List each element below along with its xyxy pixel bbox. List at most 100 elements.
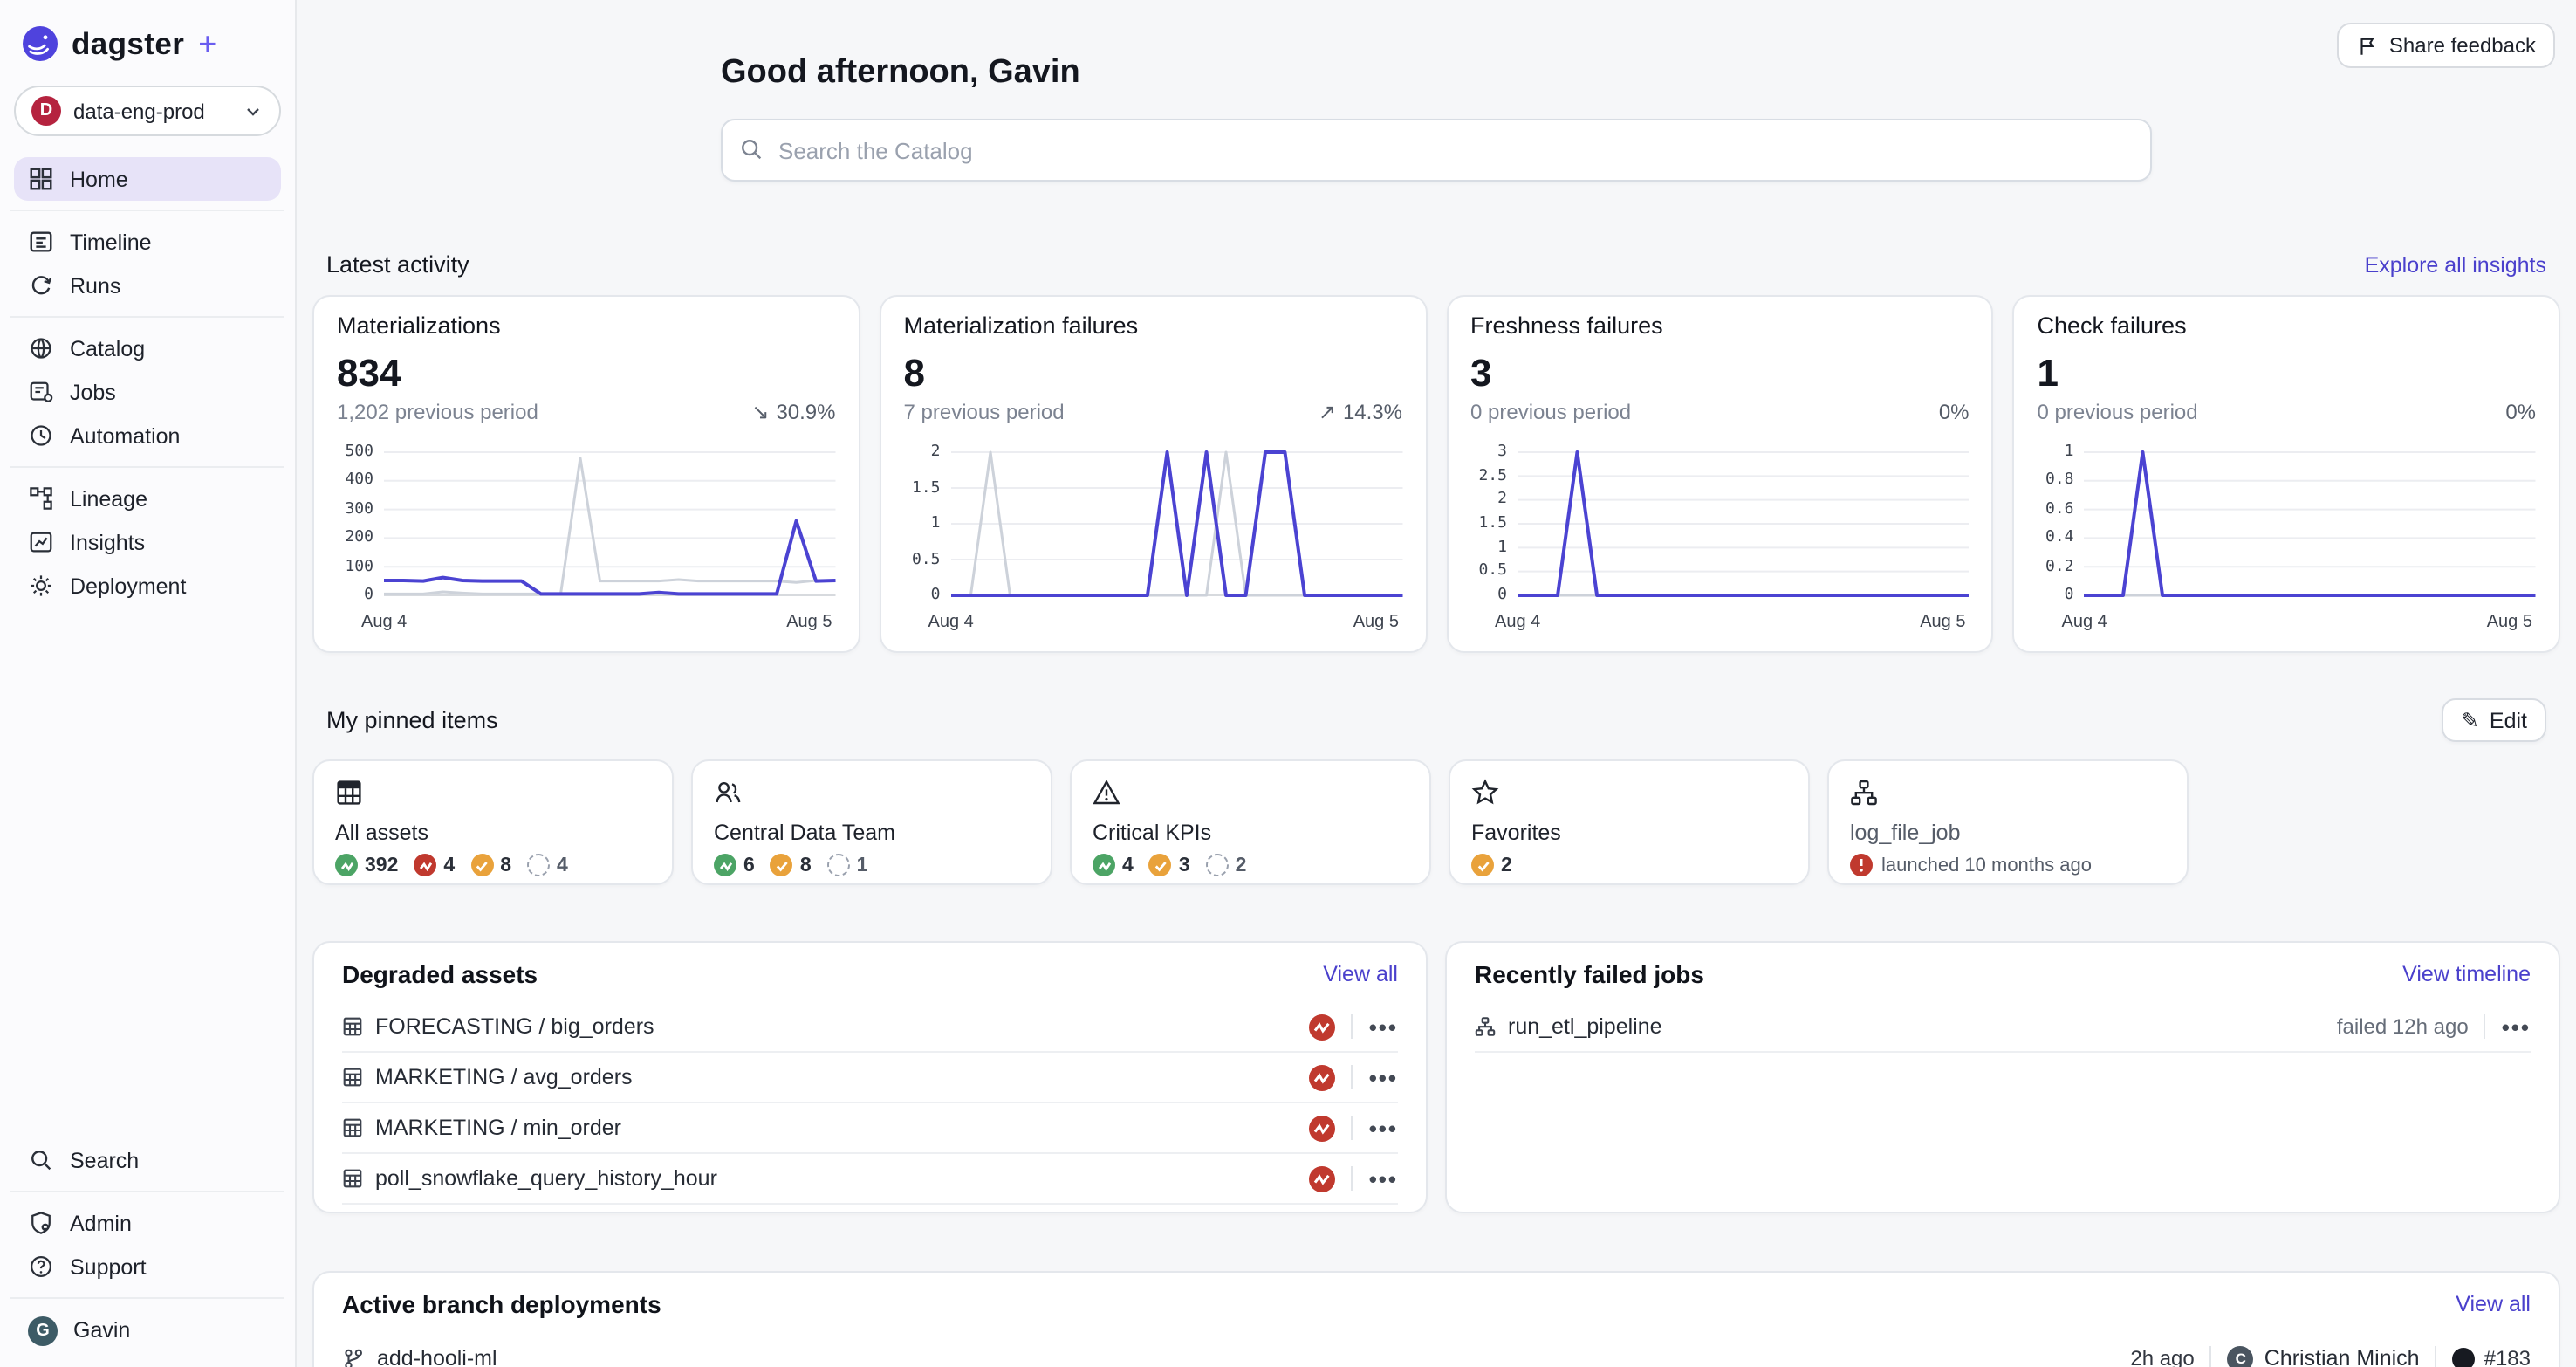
pinned-card-central-data-team[interactable]: Central Data Team 6 8 1	[691, 759, 1052, 885]
gear-icon	[28, 573, 54, 599]
brand-logo[interactable]: dagster +	[14, 0, 281, 63]
share-feedback-button[interactable]: Share feedback	[2336, 23, 2555, 68]
job-failed-time: failed 12h ago	[2336, 1014, 2469, 1039]
metric-previous: 1,202 previous period	[337, 400, 538, 424]
warning-badge: 8	[470, 854, 511, 876]
job-graph-icon	[1850, 779, 2166, 807]
catalog-search-input[interactable]	[721, 119, 2152, 182]
row-menu-button[interactable]: •••	[1368, 1013, 1398, 1040]
sidebar-item-catalog[interactable]: Catalog	[14, 326, 281, 370]
y-axis-labels: 0 100 200 300 400 500	[345, 443, 373, 604]
panels-row: Degraded assets View all FORECASTING / b…	[312, 941, 2560, 1213]
branch-time: 2h ago	[2130, 1346, 2195, 1367]
degraded-asset-row[interactable]: poll_snowflake_query_history_hour •••	[342, 1154, 1398, 1205]
in-progress-badge: 2	[1205, 854, 1246, 876]
pinned-card-log-file-job[interactable]: log_file_job launched 10 months ago	[1827, 759, 2189, 885]
branch-deployments-panel: Active branch deployments View all add-h…	[312, 1271, 2560, 1367]
metric-value: 3	[1470, 351, 1492, 395]
failed-job-row[interactable]: run_etl_pipeline failed 12h ago •••	[1475, 1002, 2531, 1053]
view-all-branches-link[interactable]: View all	[2456, 1292, 2531, 1316]
asset-table-icon	[342, 1067, 363, 1088]
metric-card-materialization-failures[interactable]: Materialization failures 8 7 previous pe…	[879, 295, 1427, 653]
asset-name[interactable]: MARKETING / min_order	[375, 1116, 622, 1140]
row-menu-button[interactable]: •••	[1368, 1115, 1398, 1141]
status-badges: 2	[1471, 854, 1787, 876]
metric-previous: 7 previous period	[903, 400, 1065, 424]
sidebar-item-deployment[interactable]: Deployment	[14, 564, 281, 608]
divider	[10, 1297, 284, 1299]
pinned-card-all-assets[interactable]: All assets 392 4 8 4	[312, 759, 674, 885]
sidebar-item-lineage[interactable]: Lineage	[14, 477, 281, 520]
metric-title: Check failures	[2037, 313, 2187, 339]
lineage-graph-icon	[28, 485, 54, 512]
user-menu[interactable]: G Gavin	[14, 1308, 281, 1353]
section-title: Latest activity	[326, 251, 469, 278]
pinned-items-row: All assets 392 4 8 4 Central Data Team 6…	[312, 759, 2560, 885]
sidebar-item-label: Lineage	[70, 486, 147, 511]
view-timeline-link[interactable]: View timeline	[2402, 962, 2531, 986]
asset-name[interactable]: FORECASTING / big_orders	[375, 1014, 654, 1039]
sidebar-item-support[interactable]: Support	[14, 1245, 281, 1288]
sidebar-item-label: Catalog	[70, 336, 146, 361]
trend-up-icon: ↗	[1318, 400, 1336, 424]
asset-name[interactable]: poll_snowflake_query_history_hour	[375, 1166, 717, 1191]
job-name[interactable]: run_etl_pipeline	[1508, 1014, 1662, 1039]
success-badge: 392	[335, 854, 398, 876]
warning-triangle-icon	[1093, 779, 1408, 807]
sidebar-item-automation[interactable]: Automation	[14, 414, 281, 457]
row-menu-button[interactable]: •••	[1368, 1165, 1398, 1192]
trend-percent: 0%	[2505, 400, 2536, 424]
pinned-name: All assets	[335, 821, 428, 845]
admin-shield-icon	[28, 1210, 54, 1236]
job-status-text: launched 10 months ago	[1881, 855, 2092, 876]
deployment-switcher[interactable]: D data-eng-prod	[14, 86, 281, 136]
degraded-rows: FORECASTING / big_orders ••• MARKETING /…	[342, 1002, 1398, 1205]
metric-card-materializations[interactable]: Materializations 834 1,202 previous peri…	[312, 295, 860, 653]
sidebar-item-label: Insights	[70, 530, 146, 554]
home-grid-icon	[28, 166, 54, 192]
branch-name[interactable]: add-hooli-ml	[377, 1346, 497, 1367]
panel-title: Recently failed jobs	[1475, 960, 1704, 988]
pinned-card-favorites[interactable]: Favorites 2	[1449, 759, 1810, 885]
divider	[10, 466, 284, 468]
metric-card-freshness-failures[interactable]: Freshness failures 3 0 previous period 0…	[1446, 295, 1994, 653]
row-menu-button[interactable]: •••	[2501, 1013, 2531, 1040]
degraded-asset-row[interactable]: MARKETING / avg_orders •••	[342, 1053, 1398, 1103]
asset-table-icon	[342, 1168, 363, 1189]
in-progress-badge: 4	[527, 854, 568, 876]
failed-status-icon	[1309, 1064, 1336, 1090]
sidebar-item-label: Deployment	[70, 574, 187, 598]
edit-pinned-button[interactable]: ✎ Edit	[2441, 698, 2546, 742]
pinned-card-critical-kpis[interactable]: Critical KPIs 4 3 2	[1070, 759, 1431, 885]
y-axis-labels: 0 0.5 1 1.5 2	[911, 443, 941, 604]
author-avatar: C	[2227, 1345, 2254, 1367]
x-axis-labels: Aug 4 Aug 5	[1470, 613, 1970, 632]
row-menu-button[interactable]: •••	[1368, 1064, 1398, 1090]
asset-name[interactable]: MARKETING / avg_orders	[375, 1065, 633, 1089]
sidebar-item-home[interactable]: Home	[14, 157, 281, 201]
metric-title: Freshness failures	[1470, 313, 1663, 339]
y-axis-labels: 0 0.5 1 1.5 2 2.5 3	[1478, 443, 1507, 604]
metric-value: 8	[903, 351, 926, 395]
success-badge: 4	[1093, 854, 1134, 876]
divider	[1351, 1166, 1353, 1191]
sidebar-item-runs[interactable]: Runs	[14, 264, 281, 307]
sidebar-item-search[interactable]: Search	[14, 1138, 281, 1182]
sidebar-item-jobs[interactable]: Jobs	[14, 370, 281, 414]
sidebar-item-insights[interactable]: Insights	[14, 520, 281, 564]
branch-deployment-row[interactable]: add-hooli-ml 2h ago C Christian Minich #…	[342, 1332, 2531, 1367]
metric-cards: Materializations 834 1,202 previous peri…	[312, 295, 2560, 653]
pull-request[interactable]: #183	[2452, 1346, 2531, 1367]
degraded-asset-row[interactable]: FORECASTING / big_orders •••	[342, 1002, 1398, 1053]
catalog-searchbar	[721, 119, 2152, 182]
sidebar-item-timeline[interactable]: Timeline	[14, 220, 281, 264]
explore-insights-link[interactable]: Explore all insights	[2364, 252, 2546, 277]
team-icon	[714, 779, 1030, 807]
success-badge: 6	[714, 854, 755, 876]
failed-status-icon	[1309, 1013, 1336, 1040]
degraded-asset-row[interactable]: MARKETING / min_order •••	[342, 1103, 1398, 1154]
sidebar-item-admin[interactable]: Admin	[14, 1201, 281, 1245]
assets-table-icon	[335, 779, 651, 807]
view-all-assets-link[interactable]: View all	[1323, 962, 1398, 986]
